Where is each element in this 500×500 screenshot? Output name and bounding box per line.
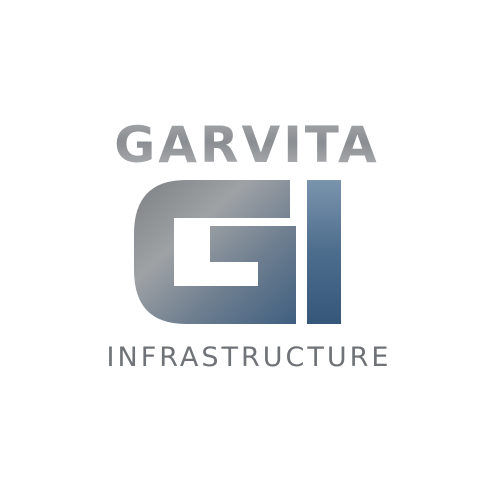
monogram-i-bar bbox=[307, 180, 341, 324]
brand-name: GARVITA bbox=[114, 116, 379, 174]
monogram-g-letter bbox=[134, 180, 296, 324]
tagline: INFRASTRUCTURE bbox=[107, 342, 392, 373]
